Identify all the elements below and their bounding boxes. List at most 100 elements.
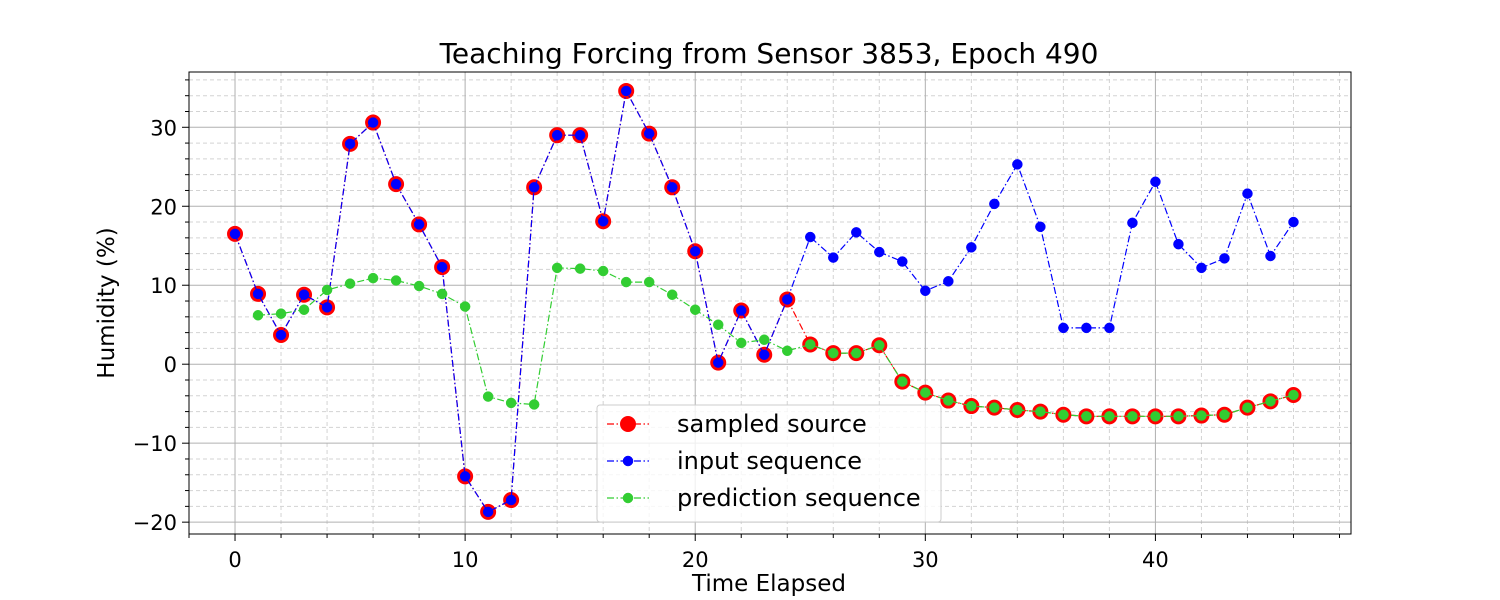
data-point bbox=[943, 395, 954, 406]
data-point bbox=[1242, 188, 1253, 199]
y-tick-label: 20 bbox=[150, 195, 177, 219]
data-point bbox=[1150, 411, 1161, 422]
data-point bbox=[252, 309, 264, 321]
data-point bbox=[1035, 221, 1046, 233]
data-point bbox=[459, 301, 471, 312]
y-tick-label: 10 bbox=[150, 274, 177, 298]
data-point bbox=[413, 219, 425, 230]
legend-label: sampled source bbox=[677, 410, 867, 438]
series-1 bbox=[229, 85, 1299, 518]
data-point bbox=[782, 294, 793, 305]
data-point bbox=[1196, 262, 1207, 274]
data-point bbox=[574, 129, 586, 141]
data-point bbox=[1104, 322, 1115, 334]
data-point bbox=[482, 506, 494, 518]
data-point bbox=[620, 85, 632, 97]
data-point bbox=[367, 272, 379, 284]
data-point bbox=[966, 400, 977, 412]
x-tick-label: 40 bbox=[1142, 548, 1169, 572]
data-point bbox=[920, 285, 931, 297]
data-point bbox=[551, 129, 563, 141]
data-point bbox=[735, 305, 747, 316]
data-point bbox=[1081, 322, 1092, 334]
plot-frame bbox=[188, 71, 1352, 535]
data-point bbox=[666, 289, 678, 300]
data-point bbox=[482, 391, 494, 402]
data-point bbox=[1219, 253, 1230, 264]
data-point bbox=[298, 304, 310, 315]
y-tick-label: 30 bbox=[150, 116, 177, 140]
data-point bbox=[874, 246, 885, 258]
data-point bbox=[275, 308, 287, 319]
data-point bbox=[851, 347, 862, 359]
data-point bbox=[551, 262, 563, 274]
data-point bbox=[1173, 238, 1184, 250]
data-point bbox=[1127, 411, 1138, 422]
data-point bbox=[574, 263, 586, 274]
data-point bbox=[735, 337, 747, 349]
data-point bbox=[1265, 396, 1276, 407]
data-point bbox=[1058, 322, 1069, 334]
series-line bbox=[257, 267, 1294, 417]
data-point bbox=[413, 280, 425, 292]
data-point bbox=[1012, 404, 1023, 416]
data-point bbox=[1035, 406, 1046, 417]
data-point bbox=[321, 284, 333, 296]
data-point bbox=[712, 357, 724, 368]
data-point bbox=[1150, 176, 1161, 188]
data-point bbox=[1081, 411, 1092, 422]
data-point bbox=[252, 288, 264, 300]
data-point bbox=[1173, 411, 1184, 422]
data-point bbox=[1288, 389, 1299, 401]
legend-marker bbox=[622, 455, 634, 467]
data-point bbox=[782, 345, 793, 357]
data-point bbox=[805, 231, 816, 243]
plot-series bbox=[227, 82, 1302, 520]
legend: sampled source input sequence prediction s… bbox=[596, 404, 942, 523]
data-point bbox=[528, 182, 540, 193]
data-point bbox=[597, 265, 609, 277]
data-point bbox=[1265, 250, 1276, 262]
data-point bbox=[1058, 409, 1069, 420]
data-point bbox=[828, 252, 839, 263]
data-point bbox=[390, 275, 402, 286]
legend-box bbox=[596, 404, 942, 523]
data-point bbox=[758, 334, 770, 345]
legend-label: prediction sequence bbox=[677, 484, 921, 512]
data-point bbox=[1288, 216, 1299, 228]
data-point bbox=[436, 261, 448, 273]
data-point bbox=[390, 178, 402, 190]
data-point bbox=[459, 471, 471, 482]
data-point bbox=[1127, 217, 1138, 229]
data-point bbox=[666, 182, 678, 193]
data-point bbox=[643, 276, 655, 288]
data-point bbox=[1104, 411, 1115, 422]
data-point bbox=[620, 276, 632, 288]
data-point bbox=[367, 117, 379, 128]
y-tick-label: 0 bbox=[164, 353, 177, 377]
x-tick-label: 10 bbox=[452, 548, 479, 572]
data-point bbox=[758, 349, 770, 360]
series-line bbox=[234, 89, 1294, 513]
data-point bbox=[436, 288, 448, 300]
data-point bbox=[897, 376, 908, 387]
data-point bbox=[1196, 410, 1207, 421]
x-axis-label: Time Elapsed bbox=[691, 571, 846, 597]
series-2 bbox=[252, 262, 1299, 422]
x-tick-label: 0 bbox=[228, 548, 241, 572]
data-point bbox=[897, 256, 908, 267]
data-point bbox=[505, 494, 517, 506]
x-tick-label: 20 bbox=[682, 548, 709, 572]
data-point bbox=[298, 289, 310, 300]
data-point bbox=[805, 339, 816, 350]
data-point bbox=[344, 138, 356, 150]
y-axis-label: Humidity (%) bbox=[94, 227, 120, 378]
data-point bbox=[920, 387, 931, 398]
data-point bbox=[597, 216, 609, 227]
legend-marker bbox=[622, 492, 634, 504]
legend-marker bbox=[620, 416, 636, 432]
data-point bbox=[229, 228, 241, 240]
data-point bbox=[689, 246, 701, 257]
